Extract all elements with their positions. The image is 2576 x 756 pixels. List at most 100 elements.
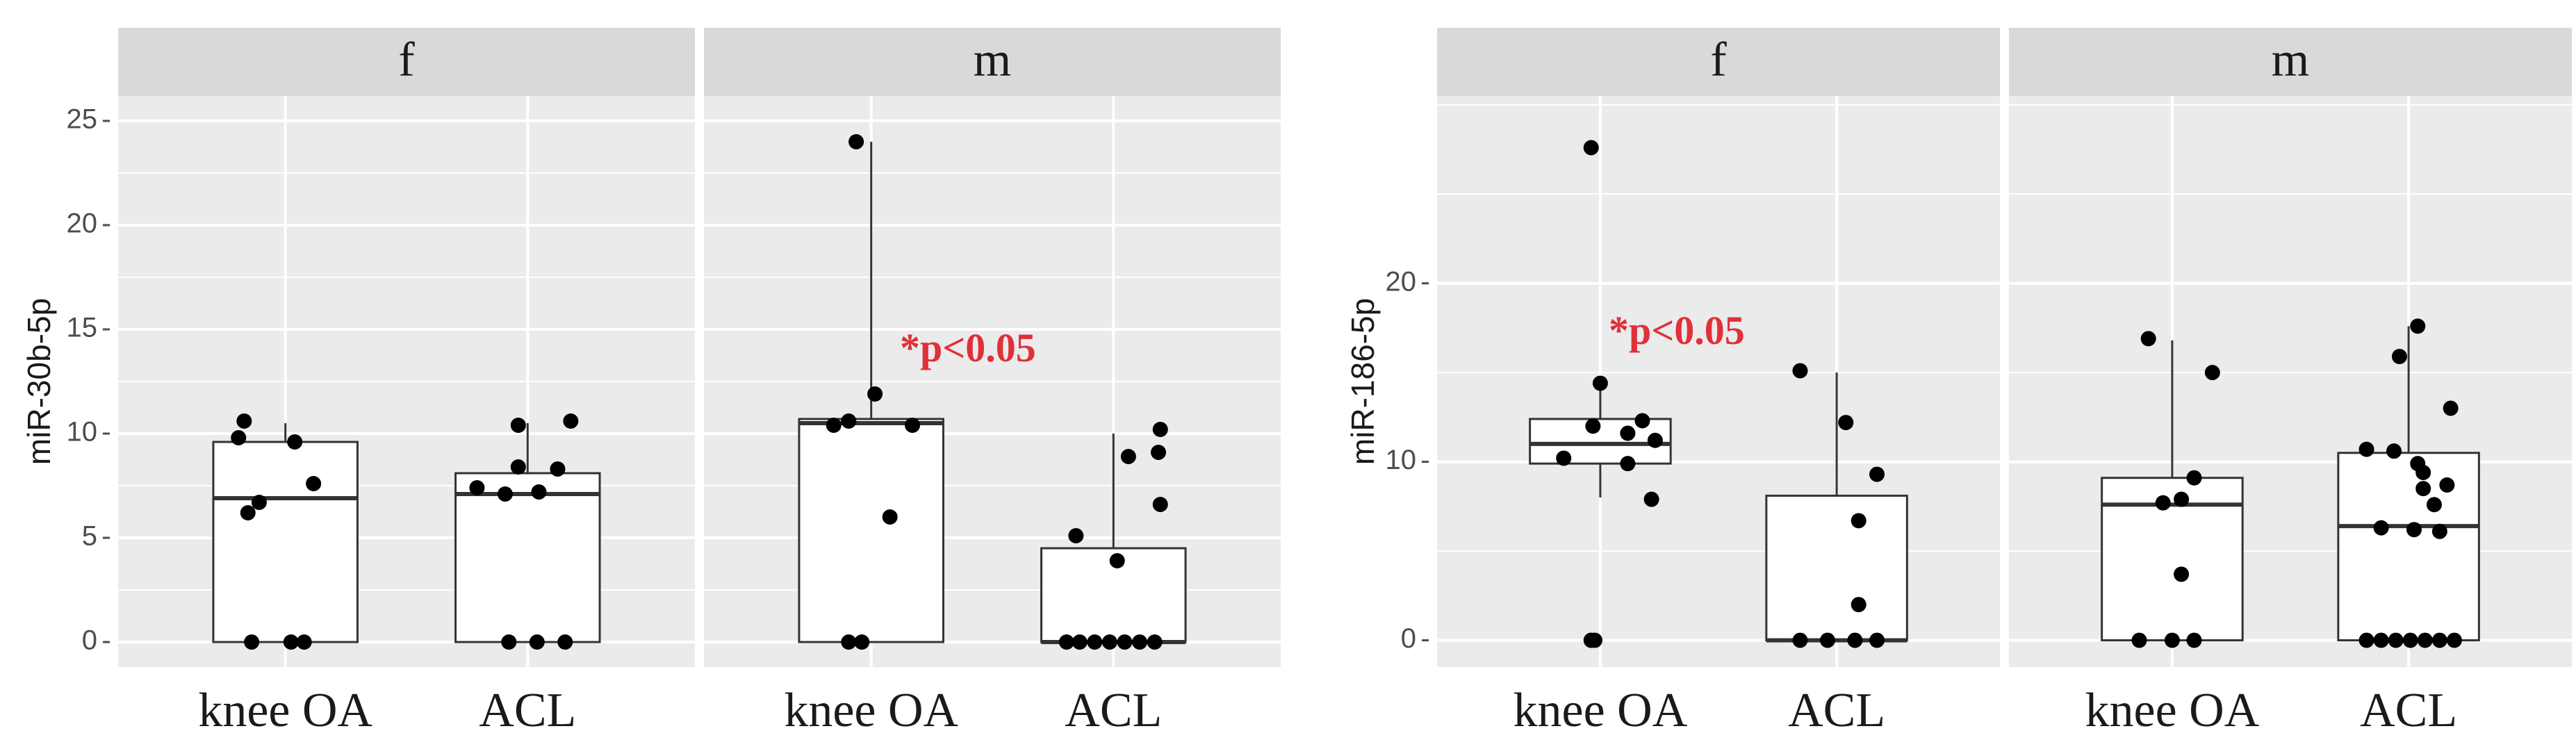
chart-mir-186: miR-186-5p 0 10 20 f knee OA ACL *p<0.05 m knee O… — [1345, 28, 2572, 737]
data-point — [841, 634, 857, 650]
x-category-label: knee OA — [784, 684, 958, 737]
y-tick-label: 5 — [82, 521, 97, 552]
chart-mir-30b: miR-30b-5p 0 5 10 15 20 25 f knee OA ACL m knee OA A… — [21, 28, 1281, 737]
data-point — [1647, 432, 1663, 448]
x-category-label: knee OA — [198, 684, 372, 737]
data-point — [531, 484, 547, 500]
data-point — [2410, 318, 2426, 334]
y-tick-label: 25 — [67, 104, 98, 135]
data-point — [1851, 597, 1867, 613]
data-point — [2415, 465, 2431, 481]
data-point — [1151, 445, 1167, 460]
x-category-label: ACL — [1065, 684, 1162, 737]
data-point — [1869, 466, 1885, 482]
significance-annotation: *p<0.05 — [900, 325, 1036, 370]
data-point — [2164, 632, 2180, 648]
data-point — [1634, 413, 1650, 429]
data-point — [2417, 632, 2433, 648]
data-point — [1152, 497, 1168, 512]
data-point — [1109, 553, 1125, 568]
data-point — [1072, 634, 1088, 650]
boxplot-knee-oa — [2101, 331, 2244, 648]
y-axis-title: miR-30b-5p — [21, 298, 57, 465]
data-point — [854, 634, 870, 650]
data-point — [1792, 363, 1808, 379]
data-point — [2140, 331, 2156, 347]
data-point — [848, 134, 864, 149]
data-point — [231, 430, 247, 445]
data-point — [2373, 520, 2389, 536]
facet-panel-f: f knee OA ACL — [118, 28, 695, 737]
data-point — [1117, 634, 1133, 650]
y-tick-label: 0 — [82, 625, 97, 656]
box-iqr — [1765, 494, 1908, 641]
data-point — [1132, 634, 1148, 650]
data-point — [905, 418, 921, 433]
data-point — [1838, 415, 1854, 431]
data-point — [2131, 632, 2147, 648]
boxplot-acl — [1040, 422, 1187, 650]
data-point — [2386, 443, 2402, 459]
box-iqr — [2337, 452, 2480, 641]
facet-strip-label: m — [974, 33, 1011, 87]
x-category-label: knee OA — [1513, 684, 1688, 737]
data-point — [2431, 523, 2447, 539]
data-point — [251, 495, 267, 510]
facet-panel-m: m knee OA ACL *p<0.05 — [704, 28, 1281, 737]
y-tick-label: 20 — [1386, 266, 1417, 297]
data-point — [2186, 470, 2202, 486]
data-point — [867, 386, 883, 402]
data-point — [244, 634, 260, 650]
data-point — [550, 461, 566, 477]
significance-annotation: *p<0.05 — [1609, 308, 1745, 353]
y-tick-label: 0 — [1401, 623, 1416, 654]
data-point — [563, 413, 579, 429]
facet-panel-m: m knee OA ACL — [2009, 28, 2572, 737]
y-tick-label: 15 — [67, 313, 98, 343]
data-point — [2431, 632, 2447, 648]
facet-strip-label: f — [398, 33, 415, 87]
boxplot-acl — [1765, 363, 1908, 648]
panel-background — [2009, 96, 2572, 667]
data-point — [1587, 632, 1603, 648]
data-point — [1087, 634, 1103, 650]
data-point — [306, 476, 322, 491]
data-point — [296, 634, 312, 650]
facet-strip-label: f — [1710, 33, 1727, 87]
facet-strip — [704, 28, 1281, 96]
y-tick-label: 10 — [1386, 445, 1417, 475]
box-iqr — [454, 472, 601, 643]
data-point — [2155, 495, 2171, 511]
data-point — [1556, 450, 1572, 466]
data-point — [501, 634, 517, 650]
data-point — [2406, 522, 2422, 538]
data-point — [557, 634, 573, 650]
x-category-label: ACL — [479, 684, 576, 737]
data-point — [2174, 491, 2190, 507]
data-point — [1101, 634, 1117, 650]
data-point — [1847, 632, 1863, 648]
data-point — [2358, 441, 2374, 457]
facet-strip — [2009, 28, 2572, 96]
data-point — [2402, 632, 2418, 648]
data-point — [1120, 449, 1136, 464]
data-point — [1585, 418, 1601, 434]
data-point — [2373, 632, 2389, 648]
y-tick-label: 10 — [67, 417, 98, 447]
facet-strip — [1437, 28, 2000, 96]
data-point — [2174, 566, 2190, 582]
data-point — [1643, 491, 1659, 507]
boxplot-acl — [454, 413, 601, 650]
data-point — [2426, 497, 2442, 513]
data-point — [2358, 632, 2374, 648]
data-point — [1851, 513, 1867, 529]
x-category-label: knee OA — [2085, 684, 2260, 737]
data-point — [1869, 632, 1885, 648]
box-iqr — [2101, 477, 2244, 641]
facet-strip — [118, 28, 695, 96]
data-point — [510, 459, 526, 475]
y-tick-label: 20 — [67, 208, 98, 239]
data-point — [2443, 400, 2459, 416]
data-point — [2204, 365, 2220, 381]
